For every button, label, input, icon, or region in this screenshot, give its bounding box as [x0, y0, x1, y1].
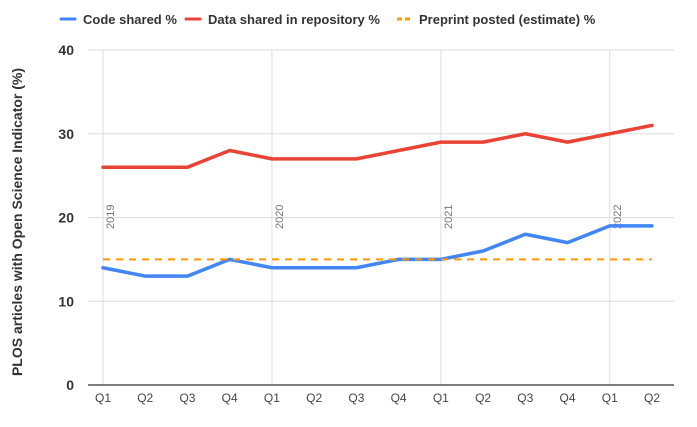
- legend-label: Code shared %: [83, 12, 177, 27]
- x-tick-label: Q2: [306, 391, 322, 405]
- x-tick-label: Q4: [391, 391, 407, 405]
- y-tick-label: 10: [58, 293, 74, 309]
- x-tick-label: Q1: [95, 391, 111, 405]
- x-tick-label: Q2: [475, 391, 491, 405]
- y-tick-label: 0: [66, 377, 74, 393]
- x-tick-label: Q3: [348, 391, 364, 405]
- year-label: 2021: [443, 205, 455, 229]
- year-label: 2020: [274, 205, 286, 229]
- x-tick-label: Q2: [137, 391, 153, 405]
- x-tick-label: Q1: [433, 391, 449, 405]
- legend-label: Data shared in repository %: [208, 12, 380, 27]
- series-line-data-shared-in-repository: [101, 123, 654, 169]
- year-label: 2022: [612, 205, 624, 229]
- series-lines: [101, 123, 654, 278]
- x-tick-label: Q3: [517, 391, 533, 405]
- x-tick-label: Q2: [644, 391, 660, 405]
- year-label: 2019: [105, 205, 117, 229]
- x-tick-label: Q4: [222, 391, 238, 405]
- legend: Code shared % Data shared in repository %…: [59, 12, 596, 27]
- x-tick-label: Q1: [602, 391, 618, 405]
- y-tick-label: 30: [58, 126, 74, 142]
- year-labels: 2019 2020 2021 2022: [105, 205, 624, 229]
- y-tick-label: 20: [58, 210, 74, 226]
- y-tick-label: 40: [58, 42, 74, 58]
- x-tick-label: Q1: [264, 391, 280, 405]
- series-line-code-shared: [101, 224, 654, 278]
- axes: 0 10 20 30 40 Q1 Q2 Q3 Q4 Q1 Q2 Q3 Q4 Q1 Q2 Q3 Q4 Q1 Q2: [58, 42, 674, 405]
- x-tick-label: Q4: [560, 391, 576, 405]
- x-tick-label: Q3: [179, 391, 195, 405]
- gridlines: [88, 49, 674, 385]
- legend-label: Preprint posted (estimate) %: [419, 12, 596, 27]
- y-axis-label: PLOS articles with Open Science Indicato…: [9, 68, 25, 376]
